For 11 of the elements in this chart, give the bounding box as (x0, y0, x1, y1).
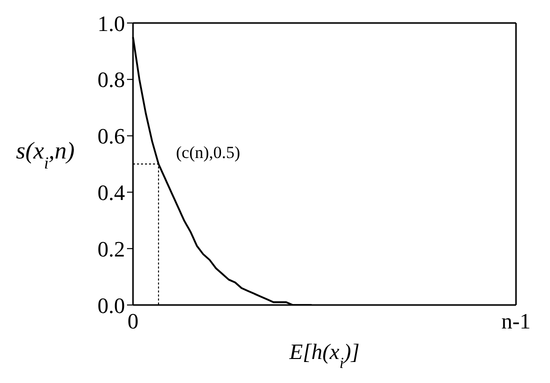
y-axis-title: s(x$_{i}$,n) (16, 138, 75, 172)
annotation: (c(n),0.5) (176, 143, 240, 162)
x-axis-title: E[h(x$_{i}$)] (288, 339, 360, 372)
y-tick-label: 0.8 (98, 67, 125, 92)
y-tick-label: 0.2 (98, 236, 125, 262)
x-tick-label: n-1 (501, 308, 531, 334)
y-tick-label: 0.4 (98, 180, 125, 206)
y-tick-label: 1.0 (98, 10, 125, 36)
y-tick-label: 0.6 (98, 124, 125, 149)
x-tick-label: 0 (128, 308, 138, 334)
y-tick-label: 0.0 (98, 292, 125, 318)
